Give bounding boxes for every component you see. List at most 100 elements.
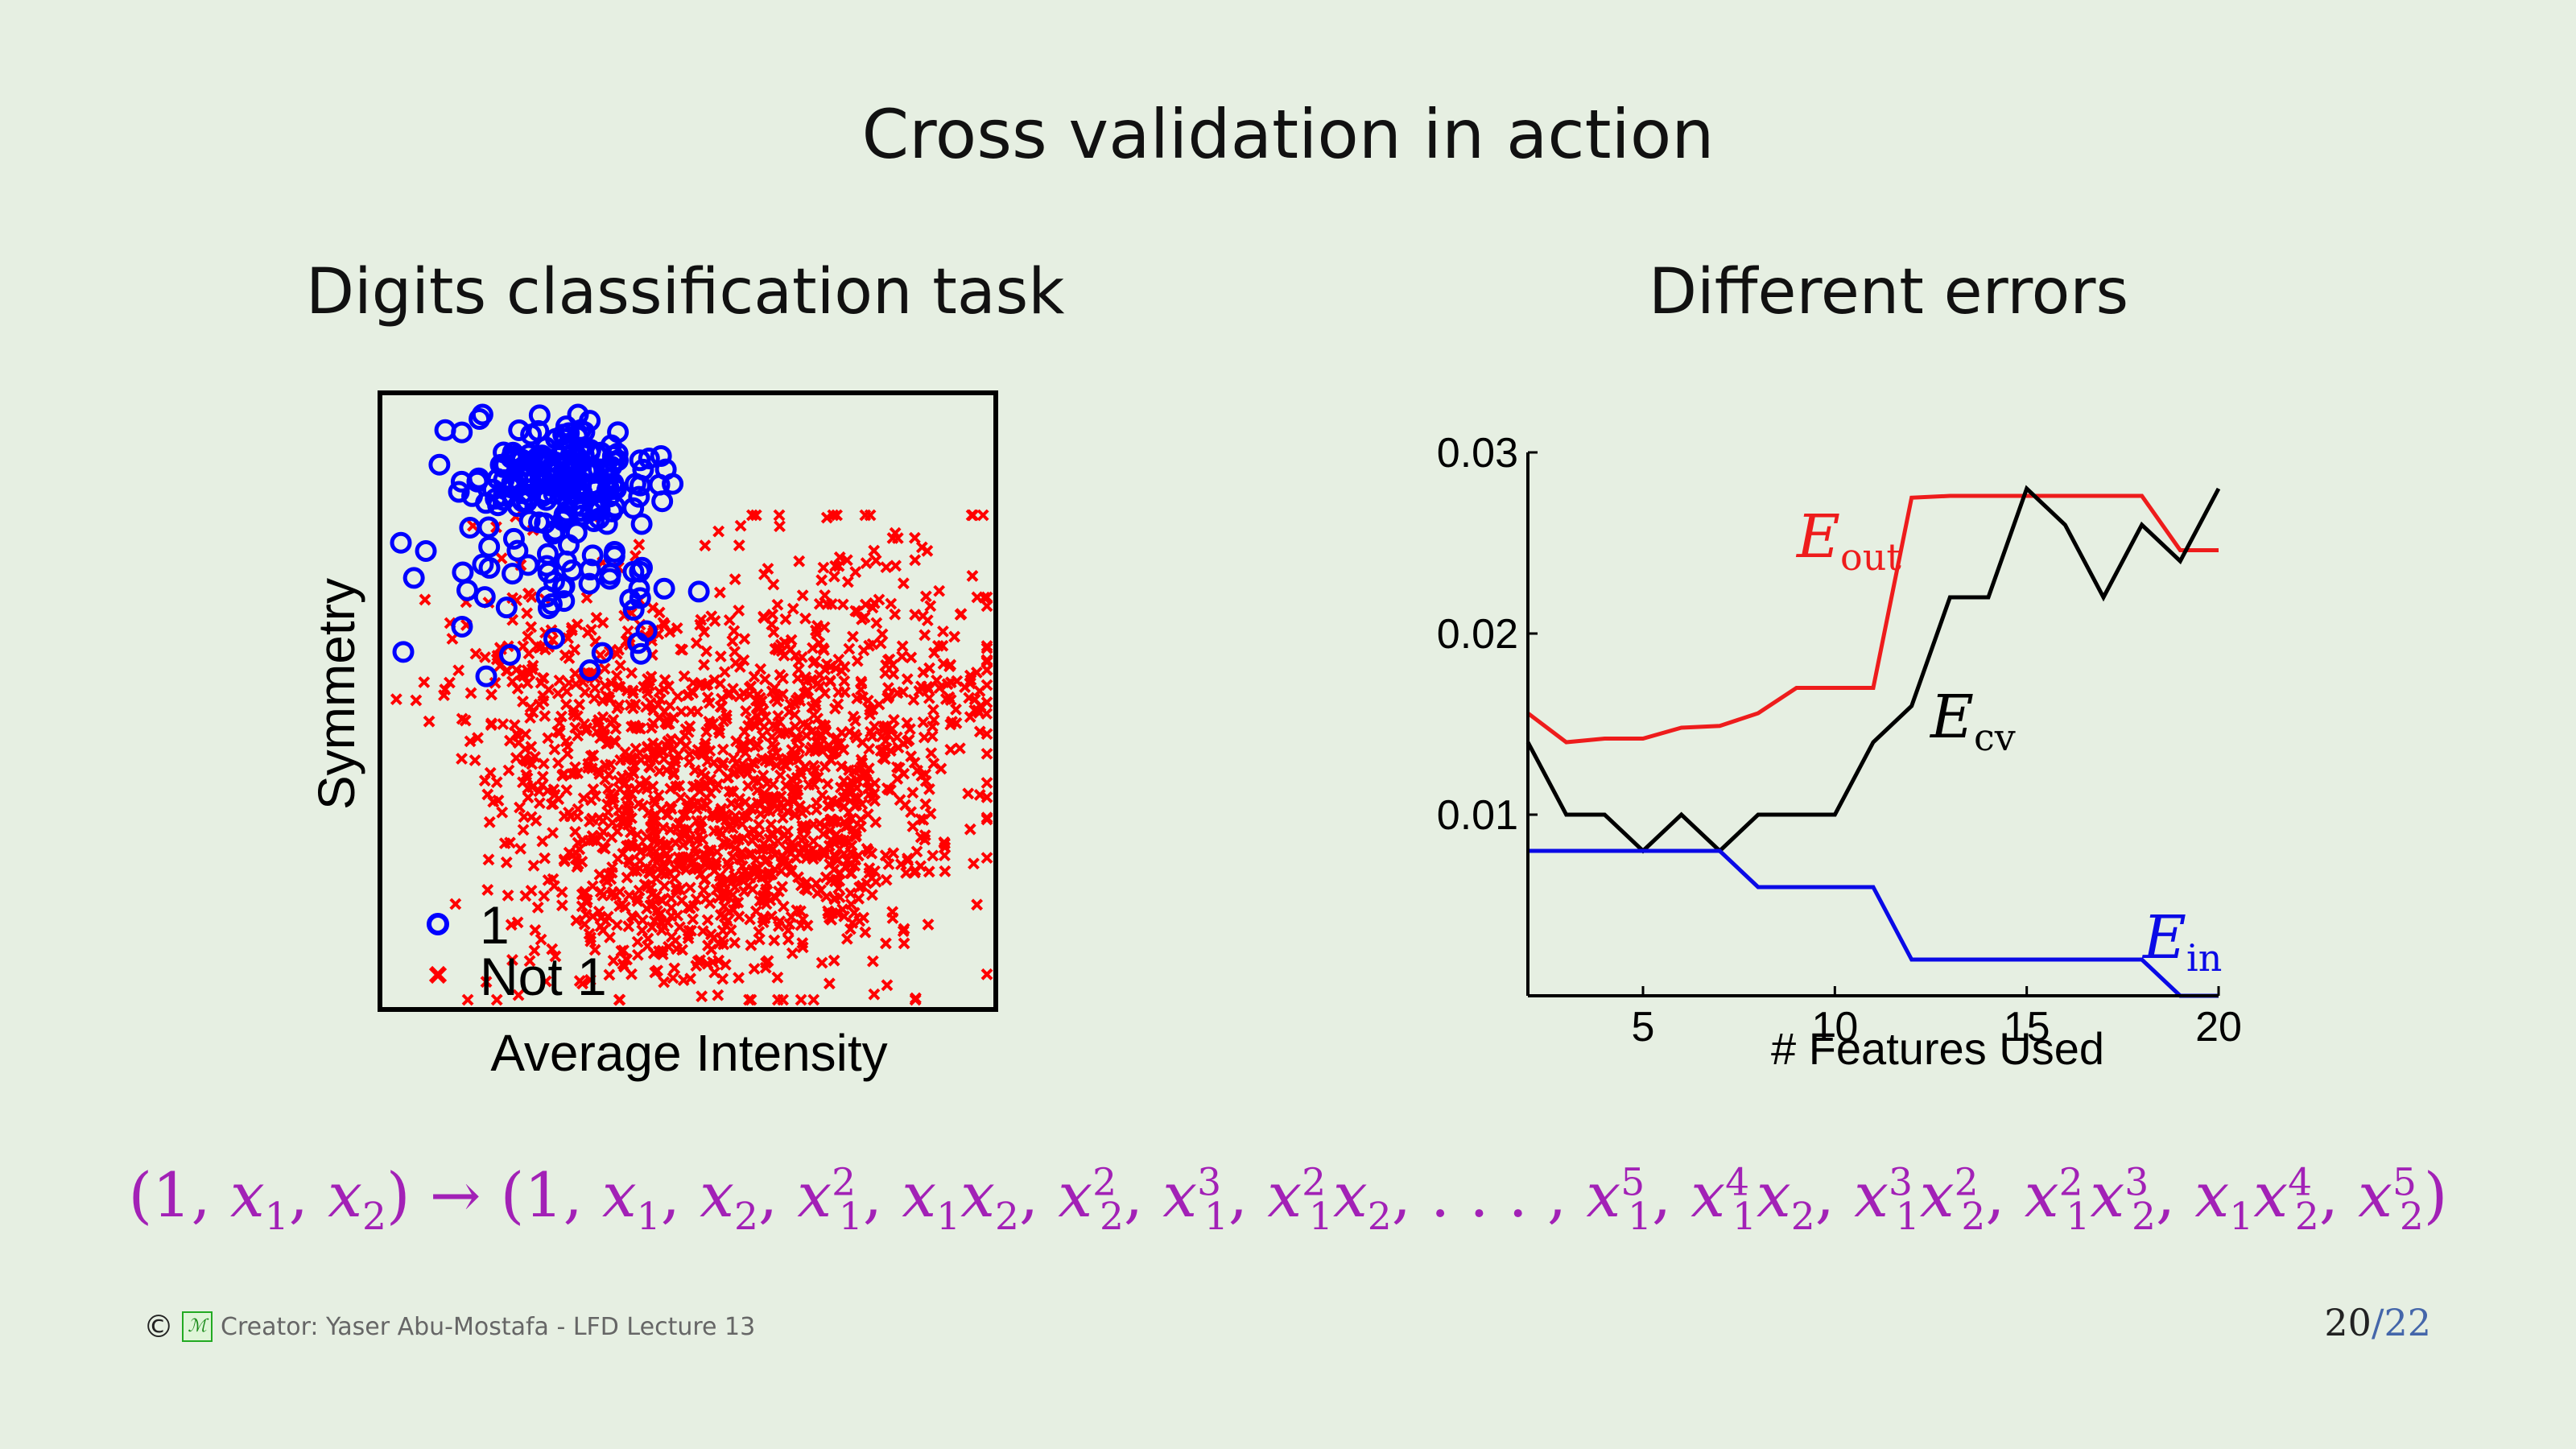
scatter-point-one <box>553 575 576 597</box>
scatter-point-not-one <box>723 819 736 832</box>
scatter-point-not-one <box>576 834 589 847</box>
scatter-point-not-one <box>771 598 784 611</box>
scatter-point-not-one <box>517 696 529 708</box>
scatter-point-not-one <box>646 717 659 730</box>
scatter-point-one <box>451 421 473 444</box>
legend-label-not-one: Not 1 <box>480 947 607 1006</box>
scatter-point-not-one <box>549 950 562 963</box>
scatter-point-not-one <box>625 667 638 679</box>
scatter-point-not-one <box>599 759 612 772</box>
scatter-point-not-one <box>853 881 866 894</box>
scatter-point-not-one <box>926 720 939 733</box>
scatter-point-not-one <box>819 687 832 700</box>
scatter-point-one <box>392 641 415 663</box>
scatter-point-not-one <box>840 820 852 833</box>
scatter-point-not-one <box>815 574 828 587</box>
scatter-point-not-one <box>966 570 979 582</box>
scatter-point-not-one <box>723 906 736 919</box>
scatter-point-one <box>650 444 672 467</box>
scatter-point-not-one <box>665 931 678 943</box>
scatter-point-not-one <box>561 747 574 760</box>
scatter-point-not-one <box>683 902 696 914</box>
scatter-point-not-one <box>568 643 581 656</box>
scatter-point-one <box>601 456 623 478</box>
scatter-point-not-one <box>646 888 658 901</box>
scatter-point-not-one <box>824 675 836 688</box>
scatter-point-one <box>502 563 524 585</box>
scatter-point-not-one <box>908 866 921 879</box>
scatter-point-not-one <box>720 709 733 722</box>
scatter-point-not-one <box>863 866 876 879</box>
x-tick-label: 15 <box>2004 1004 2050 1051</box>
scatter-point-not-one <box>533 797 546 810</box>
scatter-point-not-one <box>890 731 903 744</box>
scatter-point-not-one <box>658 976 671 989</box>
scatter-point-not-one <box>907 693 920 706</box>
scatter-point-not-one <box>506 954 518 966</box>
scatter-point-not-one <box>469 754 481 766</box>
scatter-point-not-one <box>655 924 668 936</box>
series-line-out <box>1526 493 2219 745</box>
scatter-point-not-one <box>677 809 690 822</box>
scatter-point-not-one <box>655 803 667 816</box>
scatter-point-not-one <box>744 735 757 748</box>
scatter-point-not-one <box>732 799 745 811</box>
scatter-point-not-one <box>743 993 755 1006</box>
scatter-point-not-one <box>516 667 528 679</box>
scatter-point-not-one <box>919 629 931 642</box>
scatter-point-not-one <box>583 927 596 940</box>
scatter-point-not-one <box>611 919 623 931</box>
scatter-point-not-one <box>712 989 724 1001</box>
scatter-point-not-one <box>935 762 947 775</box>
scatter-point-not-one <box>740 704 753 717</box>
scatter-point-not-one <box>560 784 573 797</box>
scatter-point-not-one <box>695 821 707 834</box>
scatter-point-one <box>557 534 580 556</box>
scatter-point-not-one <box>678 670 691 683</box>
scatter-point-not-one <box>806 741 818 753</box>
scatter-point-not-one <box>768 934 781 947</box>
scatter-point-not-one <box>719 958 732 971</box>
scatter-point-not-one <box>665 892 678 905</box>
scatter-point-not-one <box>729 833 741 846</box>
scatter-point-not-one <box>897 577 910 590</box>
scatter-point-not-one <box>841 854 853 867</box>
scatter-point-not-one <box>603 693 616 706</box>
scatter-point-one <box>591 642 613 664</box>
scatter-point-not-one <box>855 753 868 766</box>
scatter-point-not-one <box>489 676 502 689</box>
scatter-point-not-one <box>547 873 559 886</box>
scatter-point-not-one <box>598 663 611 675</box>
scatter-point-not-one <box>669 756 682 769</box>
scatter-point-not-one <box>679 740 692 752</box>
scatter-point-not-one <box>880 561 893 574</box>
scatter-point-not-one <box>629 719 641 732</box>
scatter-point-not-one <box>774 669 786 681</box>
scatter-point-not-one <box>936 639 949 652</box>
scatter-point-not-one <box>611 702 624 715</box>
scatter-point-not-one <box>479 651 491 663</box>
scatter-point-not-one <box>481 884 494 896</box>
page-current: 20 <box>2324 1301 2372 1344</box>
scatter-point-not-one <box>664 824 677 836</box>
scatter-point-not-one <box>597 825 609 838</box>
y-tick-label: 0.02 <box>1437 611 1518 658</box>
scatter-point-not-one <box>795 834 808 847</box>
scatter-point-not-one <box>796 937 809 949</box>
scatter-point-not-one <box>701 914 714 927</box>
scatter-point-not-one <box>980 654 993 667</box>
scatter-point-not-one <box>587 910 599 923</box>
scatter-point-not-one <box>840 932 853 945</box>
scatter-point-not-one <box>921 614 934 627</box>
scatter-point-not-one <box>848 906 861 919</box>
scatter-point-not-one <box>924 600 937 613</box>
scatter-point-not-one <box>682 688 695 701</box>
scatter-point-not-one <box>877 720 890 733</box>
scatter-point-not-one <box>863 742 876 755</box>
scatter-point-not-one <box>390 693 402 706</box>
scatter-point-not-one <box>668 962 681 975</box>
scatter-point-not-one <box>890 559 902 572</box>
scatter-point-not-one <box>712 778 724 791</box>
scatter-point-not-one <box>485 688 497 701</box>
scatter-point-not-one <box>838 660 851 673</box>
